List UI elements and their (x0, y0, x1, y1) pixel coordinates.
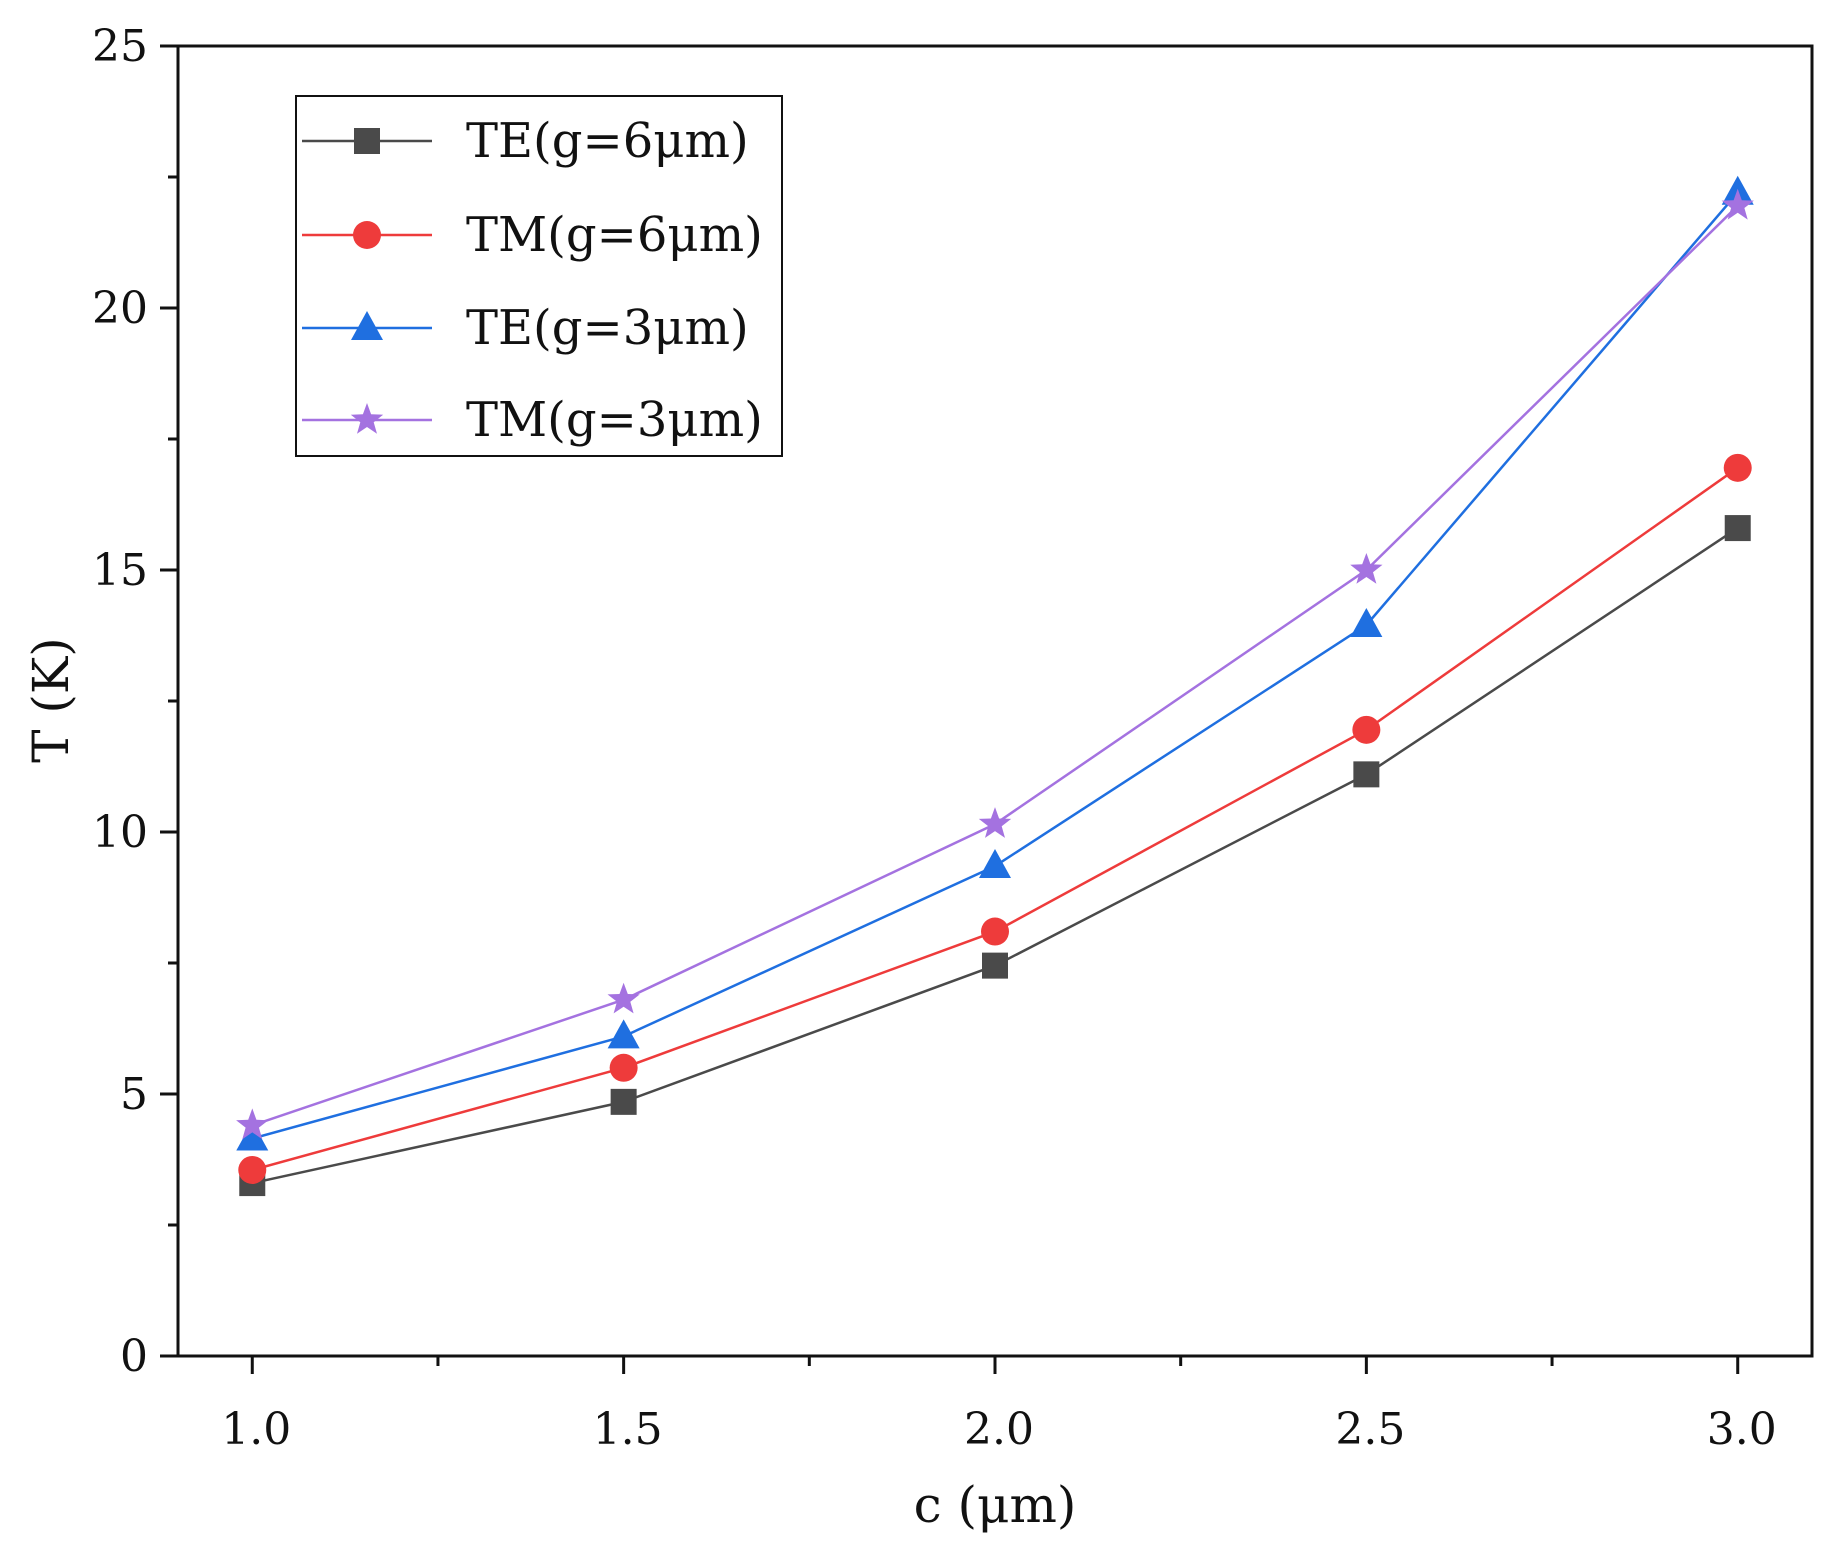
legend-label: TE(g=6μm) (466, 113, 749, 169)
x-axis: 1.0 1.5 2.0 2.5 3.0 (221, 1356, 1777, 1455)
legend-marker (350, 403, 384, 434)
data-point (978, 807, 1012, 838)
data-point (1350, 608, 1383, 638)
legend-marker (354, 128, 380, 154)
legend-entry: TM(g=3μm) (302, 392, 763, 448)
data-point (981, 917, 1009, 946)
y-tick-label: 20 (92, 283, 148, 334)
data-point (1353, 761, 1380, 788)
legend-entry: TE(g=6μm) (302, 113, 749, 169)
y-axis-title: T (K) (22, 637, 80, 763)
legend-box (295, 95, 783, 457)
y-axis: 0 5 10 15 20 25 (92, 21, 178, 1382)
x-tick-label: 1.0 (221, 1404, 291, 1455)
data-point (1724, 515, 1751, 542)
y-tick-label: 25 (92, 21, 148, 72)
y-tick-label: 5 (120, 1069, 148, 1120)
legend-label: TM(g=6μm) (466, 207, 763, 263)
data-point (1350, 553, 1383, 584)
data-point (609, 1053, 638, 1082)
x-tick-label: 3.0 (1707, 1404, 1777, 1455)
data-point (607, 1019, 640, 1049)
data-point (236, 1121, 269, 1151)
data-point (1721, 188, 1754, 220)
data-point (979, 849, 1011, 879)
data-point (236, 1108, 269, 1140)
x-tick-label: 1.5 (593, 1404, 663, 1455)
legend-entry: TE(g=3μm) (302, 300, 749, 356)
series-3 (236, 188, 1754, 1140)
series-2 (236, 175, 1754, 1151)
legend: TE(g=6μm) TM(g=6μm) TE(g=3μm) TM(g=3μm) (295, 95, 783, 457)
y-tick-label: 10 (92, 807, 148, 858)
x-axis-title: c (μm) (914, 1476, 1077, 1534)
legend-marker (353, 221, 381, 249)
series-1 (238, 453, 1752, 1184)
legend-entry: TM(g=6μm) (302, 207, 763, 263)
legend-label: TE(g=3μm) (466, 300, 749, 356)
data-point (982, 952, 1008, 979)
x-tick-label: 2.0 (964, 1404, 1034, 1455)
y-tick-label: 15 (92, 545, 148, 596)
data-point (607, 982, 640, 1014)
data-point (1352, 715, 1381, 744)
data-point (1723, 453, 1752, 482)
data-point (238, 1155, 267, 1184)
x-tick-label: 2.5 (1335, 1404, 1405, 1455)
y-tick-label: 0 (120, 1331, 148, 1382)
data-point (610, 1088, 637, 1115)
legend-marker (351, 311, 383, 340)
legend-label: TM(g=3μm) (466, 392, 763, 448)
series-layer (236, 175, 1754, 1197)
